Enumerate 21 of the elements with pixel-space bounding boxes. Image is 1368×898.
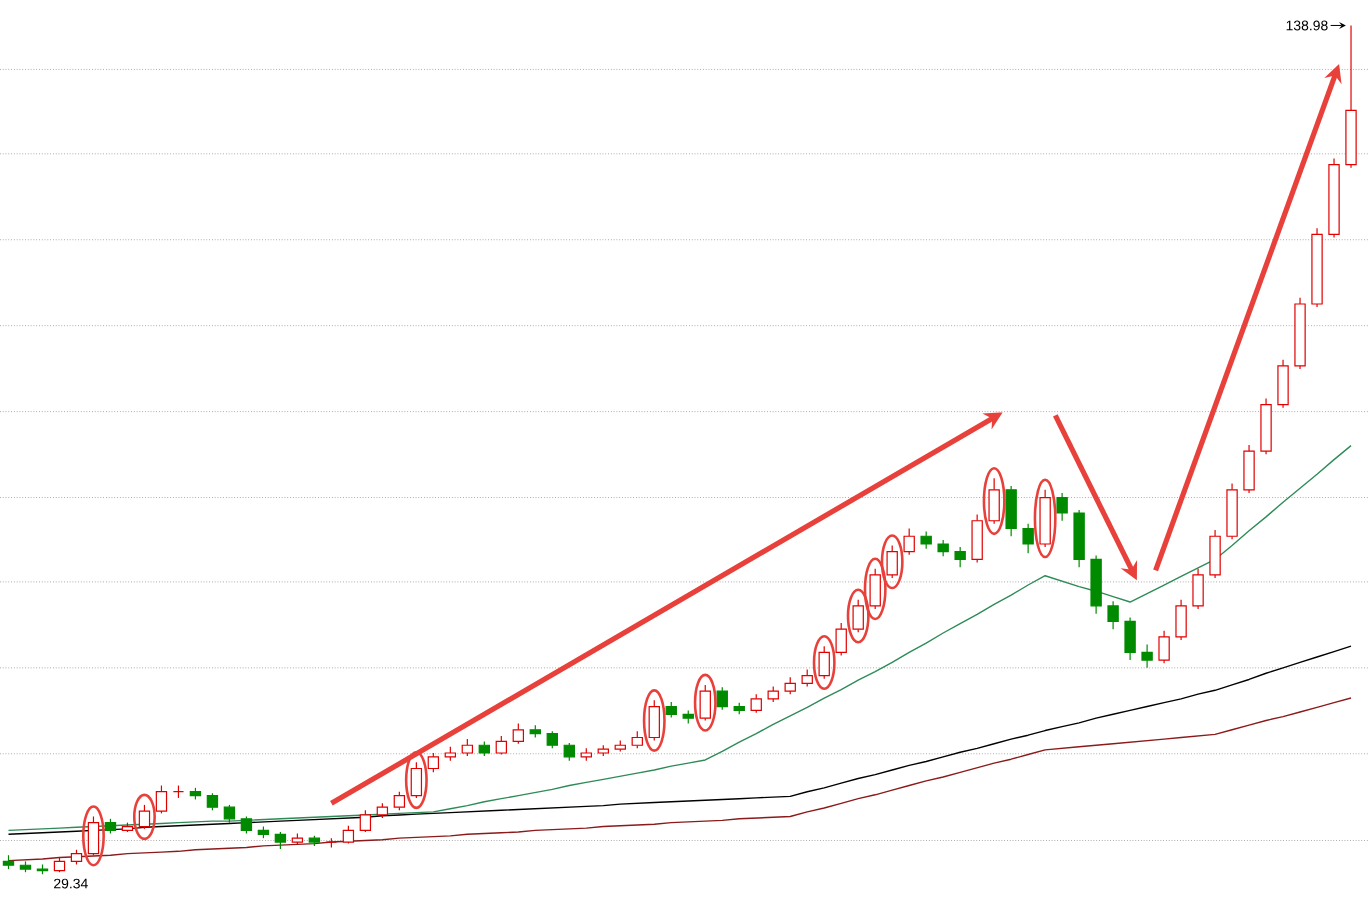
candlestick (1141, 644, 1153, 669)
candlestick (1022, 523, 1034, 554)
candlestick (1107, 600, 1119, 630)
candlestick (1294, 297, 1306, 370)
candlestick (1311, 227, 1323, 308)
candlestick (1192, 568, 1204, 610)
candlestick (1158, 630, 1170, 664)
candlestick (1073, 509, 1085, 568)
candlestick (1260, 397, 1272, 455)
candlestick (1243, 444, 1255, 494)
candlestick (1277, 359, 1289, 409)
candlestick (1056, 492, 1068, 522)
candlestick (1175, 599, 1187, 641)
candlestick (1328, 157, 1340, 239)
candlestick (1124, 616, 1136, 661)
candlestick (1209, 529, 1221, 579)
candlestick (1039, 489, 1051, 548)
candlestick (1005, 485, 1017, 537)
candlestick (1226, 482, 1238, 540)
candlestick (988, 477, 1000, 525)
candlestick (1090, 554, 1102, 615)
